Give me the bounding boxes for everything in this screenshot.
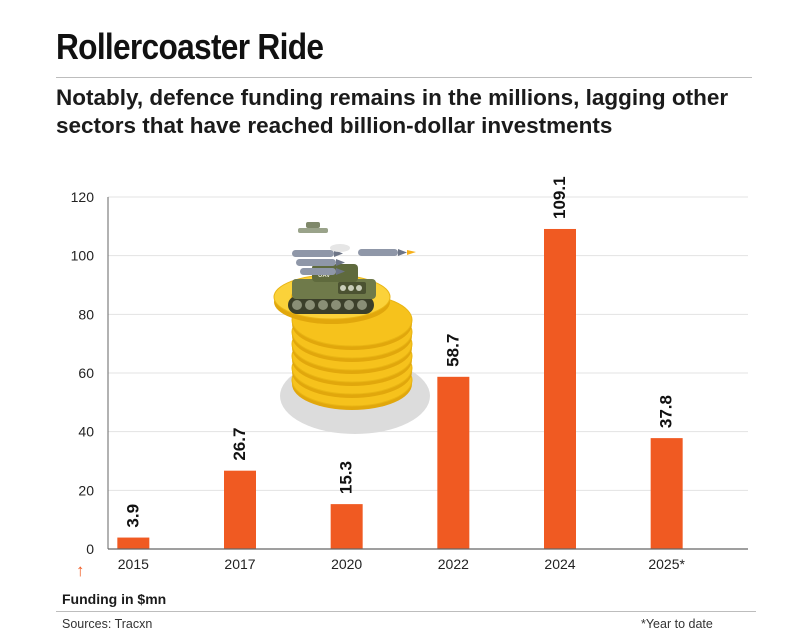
tank-wheel [292, 300, 302, 310]
data-label: 3.9 [123, 504, 142, 528]
x-tick-label: 2020 [331, 556, 362, 572]
missile-tip [334, 250, 343, 257]
missile-tip [398, 249, 407, 256]
chart-subtitle: Notably, defence funding remains in the … [56, 85, 729, 138]
y-tick-label: 120 [71, 189, 95, 205]
y-tick-label: 60 [78, 365, 94, 381]
y-axis-unit-label: Funding in $mn [62, 591, 167, 607]
y-tick-label: 0 [86, 541, 94, 557]
x-tick-label: 2017 [224, 556, 255, 572]
y-tick-label: 80 [78, 306, 94, 322]
footer-divider [56, 611, 756, 612]
y-tick-label: 40 [78, 424, 94, 440]
missile-body [358, 249, 398, 256]
tank-lens [340, 285, 346, 291]
y-tick-label: 20 [78, 482, 94, 498]
missile-body [300, 268, 336, 275]
x-tick-label: 2025* [648, 556, 685, 572]
data-label: 26.7 [230, 428, 249, 461]
up-arrow-icon: ↑ [76, 561, 85, 580]
x-tick-label: 2015 [118, 556, 149, 572]
tank-wheel [318, 300, 328, 310]
data-label: 37.8 [657, 395, 676, 428]
tank-wheel [331, 300, 341, 310]
tank-on-coins-icon: UAV [273, 222, 430, 434]
data-label: 58.7 [443, 334, 462, 367]
tank-wheel [357, 300, 367, 310]
drone-top [306, 222, 320, 228]
missile-body [292, 250, 334, 257]
data-label: 15.3 [337, 461, 356, 494]
year-to-date-footnote: *Year to date [641, 617, 713, 631]
missile-tip [336, 259, 345, 266]
x-tick-label: 2022 [438, 556, 469, 572]
missile-flame [407, 250, 416, 255]
bar-2015 [117, 537, 150, 549]
source-note: Sources: Tracxn [62, 617, 153, 631]
smoke [330, 244, 350, 252]
tank-wheel [305, 300, 315, 310]
bar-2024 [544, 228, 576, 549]
bar-2017 [224, 470, 256, 549]
chart-title: Rollercoaster Ride [56, 26, 324, 67]
bar-2025* [650, 438, 683, 549]
tank-lens [356, 285, 362, 291]
missile-tip [336, 268, 345, 275]
x-tick-label: 2024 [544, 556, 575, 572]
bar-2020 [330, 504, 363, 549]
missile-body [296, 259, 336, 266]
data-label: 109.1 [550, 176, 569, 219]
tank-wheel [344, 300, 354, 310]
tank-label: UAV [318, 273, 330, 279]
drone-body [298, 228, 328, 233]
tank-lens [348, 285, 354, 291]
title-divider [56, 77, 752, 78]
y-tick-label: 100 [71, 248, 95, 264]
bar-2022 [437, 376, 470, 549]
